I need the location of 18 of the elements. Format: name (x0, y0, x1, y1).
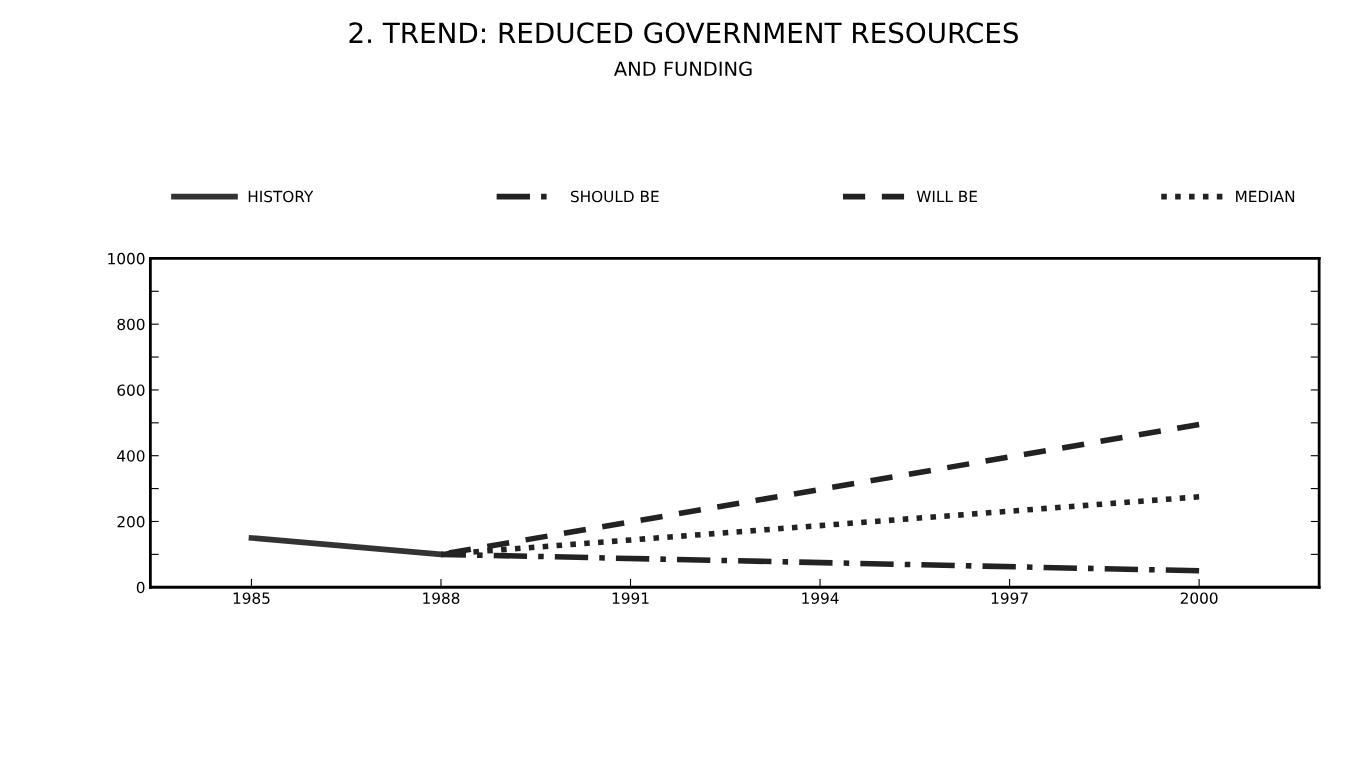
x-tick-label: 1994 (802, 592, 839, 604)
y-tick-label: 800 (117, 318, 145, 331)
y-tick-label: 600 (117, 384, 145, 396)
x-tick-label: 1985 (233, 592, 270, 604)
legend-label: HISTORY (248, 190, 314, 203)
chart-title: 2. TREND: REDUCED GOVERNMENT RESOURCES (349, 22, 1018, 44)
x-tick-label: 1997 (991, 592, 1028, 604)
x-tick-label: 1991 (612, 592, 649, 604)
y-tick-label: 0 (136, 581, 145, 594)
y-tick-label: 400 (117, 450, 145, 462)
legend-label: SHOULD BE (570, 190, 659, 203)
x-tick-label: 1988 (423, 592, 460, 604)
legend-label: WILL BE (916, 190, 977, 202)
x-tick-label: 2000 (1180, 592, 1218, 604)
legend-label: MEDIAN (1236, 190, 1295, 202)
y-tick-label: 200 (117, 515, 145, 528)
y-tick-label: 1000 (108, 252, 145, 265)
chart-subtitle: AND FUNDING (614, 61, 752, 77)
